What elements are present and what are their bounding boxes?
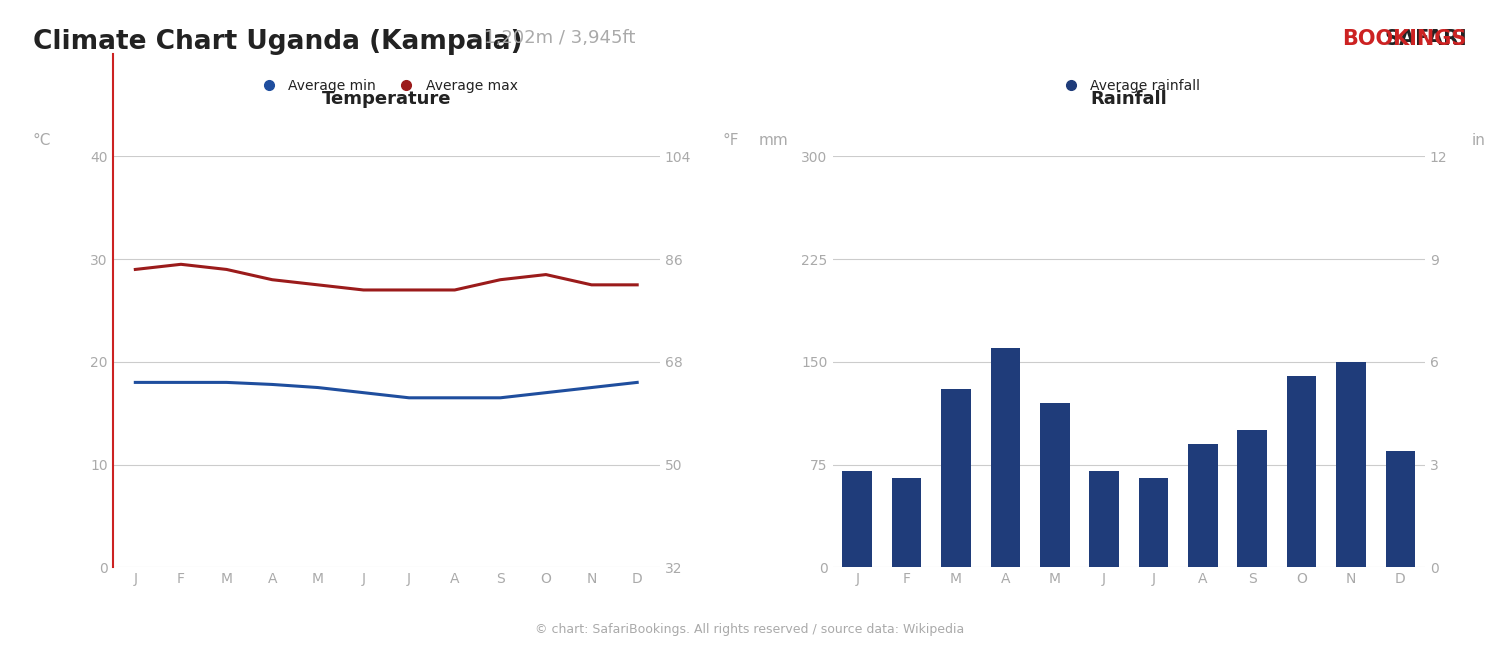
Bar [1238, 430, 1268, 567]
Legend: Average rainfall: Average rainfall [1052, 73, 1206, 98]
Text: °C: °C [32, 133, 51, 148]
Text: - 1,202m / 3,945ft: - 1,202m / 3,945ft [472, 29, 636, 48]
Title: Temperature: Temperature [321, 90, 452, 108]
Bar [891, 479, 921, 567]
Bar [843, 471, 872, 567]
Title: Rainfall: Rainfall [1090, 90, 1167, 108]
Bar [1040, 403, 1070, 567]
Bar [990, 348, 1020, 567]
Text: mm: mm [759, 133, 788, 148]
Text: © chart: SafariBookings. All rights reserved / source data: Wikipedia: © chart: SafariBookings. All rights rese… [536, 623, 964, 636]
Bar [1287, 376, 1317, 567]
Bar [1188, 444, 1218, 567]
Text: SAFARI: SAFARI [1384, 29, 1467, 50]
Text: Climate Chart Uganda (Kampala): Climate Chart Uganda (Kampala) [33, 29, 522, 55]
Bar [940, 389, 970, 567]
Bar [1089, 471, 1119, 567]
Text: °F: °F [723, 133, 740, 148]
Text: in: in [1472, 133, 1485, 148]
Bar [1386, 451, 1414, 567]
Bar [1138, 479, 1168, 567]
Bar [1336, 362, 1365, 567]
Legend: Average min, Average max: Average min, Average max [249, 73, 524, 98]
Text: BOOKINGS: BOOKINGS [1342, 29, 1467, 50]
